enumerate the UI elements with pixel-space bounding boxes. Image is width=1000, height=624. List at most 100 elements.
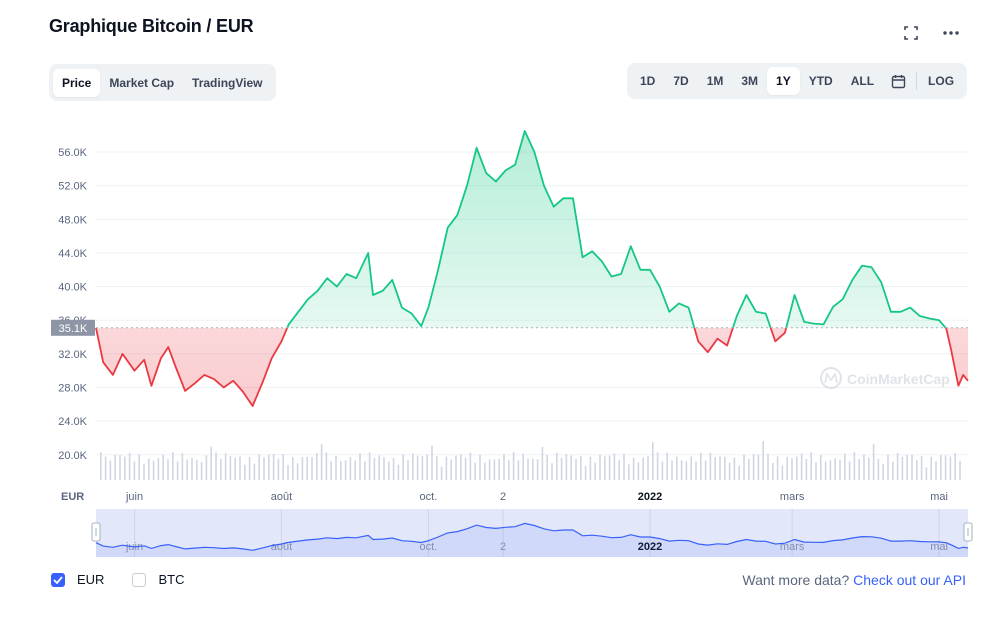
volume-bar	[944, 455, 947, 480]
volume-bar	[719, 456, 721, 480]
volume-bar	[167, 459, 169, 480]
volume-bar	[354, 460, 356, 480]
volume-bar	[546, 454, 548, 480]
volume-bar	[800, 453, 803, 480]
navigator-tick-label: 2	[500, 541, 506, 553]
chart-type-tabs: Price Market Cap TradingView	[49, 64, 276, 101]
volume-bar	[911, 454, 913, 480]
navigator-line	[95, 522, 969, 551]
volume-bar	[743, 454, 745, 480]
y-tick-label: 44.0K	[58, 248, 87, 260]
volume-bar	[292, 457, 294, 480]
checkbox-unchecked-icon[interactable]	[132, 572, 147, 587]
volume-bar	[652, 442, 654, 480]
range-1m[interactable]: 1M	[706, 74, 724, 88]
volume-bar	[306, 456, 308, 480]
fullscreen-icon[interactable]	[902, 24, 920, 42]
more-options-icon[interactable]	[942, 24, 960, 42]
volume-bar	[224, 453, 227, 480]
volume-bar	[805, 458, 808, 480]
tab-price[interactable]: Price	[53, 68, 101, 97]
volume-bar	[599, 454, 601, 480]
series-toggle-btc[interactable]: BTC	[132, 572, 184, 587]
tab-tradingview[interactable]: TradingView	[192, 75, 263, 90]
log-toggle[interactable]: LOG	[928, 74, 955, 88]
volume-bar	[364, 461, 366, 480]
series-label-btc: BTC	[158, 572, 185, 587]
volume-bar	[839, 459, 841, 480]
volume-bar	[272, 453, 275, 480]
range-ytd[interactable]: YTD	[808, 74, 833, 88]
api-link[interactable]: Check out our API	[853, 572, 966, 588]
range-all[interactable]: ALL	[850, 74, 875, 88]
volume-bar	[416, 455, 419, 480]
volume-bar	[464, 457, 467, 480]
volume-bar	[680, 460, 683, 480]
area-below-baseline	[96, 327, 968, 406]
volume-bar	[325, 452, 328, 480]
y-tick-label: 52.0K	[58, 181, 87, 193]
volume-bar	[887, 454, 889, 480]
volume-bar	[700, 452, 702, 480]
volume-bar	[138, 454, 140, 480]
volume-bar	[844, 453, 846, 480]
volume-bar	[690, 456, 692, 480]
volume-bar	[527, 458, 529, 480]
chart-toolbar	[902, 24, 960, 42]
checkbox-checked-icon[interactable]	[51, 572, 65, 587]
volume-bar	[143, 463, 145, 480]
volume-bar	[882, 463, 884, 480]
volume-bar	[872, 443, 875, 480]
volume-bar	[359, 452, 361, 480]
series-toggles: EUR BTC	[51, 572, 184, 587]
volume-bar	[560, 457, 563, 480]
range-1y[interactable]: 1Y	[767, 67, 800, 95]
baseline-tag	[51, 319, 95, 336]
volume-bar	[234, 457, 236, 480]
coinmarketcap-logo: CoinMarketCap	[820, 367, 950, 389]
x-tick-label: 2	[500, 491, 506, 503]
volume-bar	[824, 461, 827, 480]
volume-bar	[200, 461, 203, 480]
volume-bar	[344, 460, 347, 480]
volume-bar	[148, 458, 150, 480]
calendar-icon[interactable]	[883, 67, 914, 95]
range-1d[interactable]: 1D	[640, 74, 656, 88]
volume-bar	[383, 457, 385, 480]
volume-bar	[124, 456, 126, 480]
volume-bar	[114, 454, 116, 480]
volume-bar	[205, 455, 208, 480]
volume-bar	[191, 457, 193, 480]
y-tick-label: 40.0K	[58, 282, 87, 294]
volume-bar	[210, 446, 212, 480]
volume-bar	[268, 454, 270, 480]
series-toggle-eur[interactable]: EUR	[51, 572, 104, 587]
range-7d[interactable]: 7D	[673, 74, 689, 88]
volume-bar	[253, 463, 256, 480]
volume-bar	[709, 452, 712, 480]
more-data-note: Want more data? Check out our API	[742, 572, 966, 588]
volume-bar	[402, 454, 404, 480]
volume-bar	[829, 460, 832, 480]
range-3m[interactable]: 3M	[741, 74, 759, 88]
volume-bar	[685, 461, 688, 480]
volume-bar	[820, 454, 822, 480]
volume-bar	[666, 452, 668, 480]
volume-bar	[757, 454, 760, 480]
volume-bar	[604, 456, 606, 480]
y-tick-label: 32.0K	[58, 349, 87, 361]
volume-bar	[618, 459, 620, 480]
volume-bar	[109, 460, 112, 480]
volume-bar	[930, 456, 932, 480]
volume-bar	[632, 457, 635, 480]
volume-bar	[608, 455, 611, 480]
volume-bar	[128, 452, 131, 480]
volume-bar	[623, 453, 625, 480]
navigator-tick-label: mars	[780, 541, 805, 553]
volume-bar	[378, 455, 380, 480]
baseline-value: 35.1K	[59, 323, 88, 335]
tab-market-cap[interactable]: Market Cap	[109, 75, 175, 90]
volume-bar	[853, 452, 856, 480]
volume-bar	[541, 446, 544, 480]
